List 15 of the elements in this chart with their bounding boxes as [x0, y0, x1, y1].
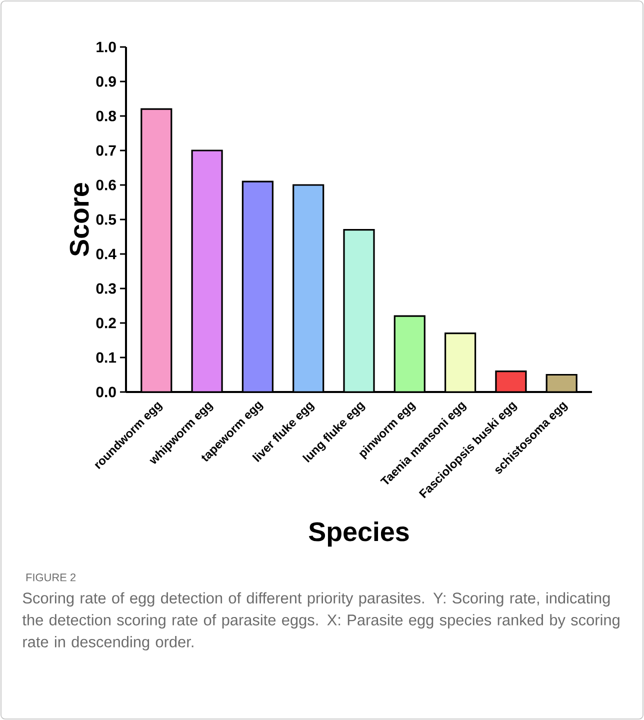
y-tick-label: 0.5	[96, 214, 116, 225]
y-tick-label: 0.1	[96, 352, 116, 363]
y-tick-label: 0.2	[96, 318, 116, 328]
x-axis-title: Species	[308, 522, 409, 547]
y-tick-label: 0.7	[96, 145, 116, 156]
y-tick-label: 0.3	[96, 283, 116, 294]
y-tick-label: 1.0	[96, 42, 116, 52]
y-tick-label: 0.6	[96, 180, 116, 190]
caption: FIGURE 2	[26, 574, 76, 582]
y-axis-title: Score	[70, 183, 89, 256]
text: Scoring rate of egg detection of different priority parasites. Y: Scoring rate, indicating the detection scoring rate of parasite eggs. X: Parasite egg species ranked by scoring rate in descending order.	[22, 592, 620, 650]
y-tick-label: 0.9	[96, 76, 116, 87]
y-tick-label: 0.0	[96, 386, 116, 398]
y-tick-label: 0.4	[96, 248, 116, 260]
y-tick-label: 0.8	[96, 110, 116, 122]
